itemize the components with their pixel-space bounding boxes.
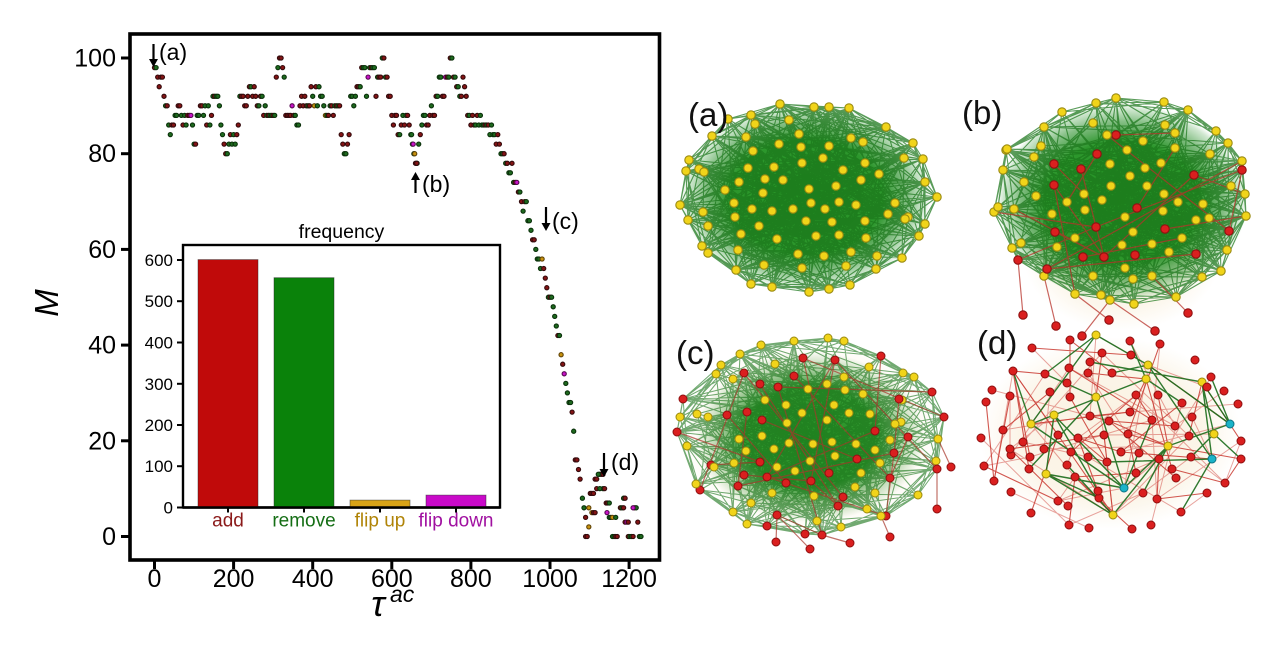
svg-text:(a): (a) — [688, 96, 728, 133]
svg-text:600: 600 — [145, 251, 173, 270]
svg-text:0: 0 — [102, 523, 116, 551]
svg-text:80: 80 — [88, 140, 116, 168]
svg-text:(d): (d) — [611, 449, 639, 475]
svg-text:500: 500 — [145, 292, 173, 311]
svg-text:remove: remove — [272, 511, 335, 532]
svg-text:600: 600 — [371, 565, 413, 593]
svg-text:100: 100 — [74, 45, 116, 73]
svg-text:frequency: frequency — [299, 221, 385, 243]
svg-text:(c): (c) — [552, 208, 579, 234]
svg-text:add: add — [212, 511, 244, 532]
svg-text:200: 200 — [145, 416, 173, 435]
svg-text:400: 400 — [292, 565, 334, 593]
svg-text:40: 40 — [88, 332, 116, 360]
svg-text:τ: τ — [371, 583, 387, 624]
svg-text:800: 800 — [450, 565, 492, 593]
svg-text:(c): (c) — [676, 334, 714, 371]
svg-text:flip up: flip up — [355, 511, 406, 532]
svg-text:300: 300 — [145, 375, 173, 394]
svg-text:60: 60 — [88, 236, 116, 264]
svg-text:(b): (b) — [962, 94, 1002, 131]
svg-text:20: 20 — [88, 427, 116, 455]
svg-text:flip down: flip down — [419, 511, 494, 532]
svg-text:(a): (a) — [159, 39, 187, 65]
svg-text:200: 200 — [213, 565, 255, 593]
svg-text:0: 0 — [148, 565, 162, 593]
svg-text:100: 100 — [145, 457, 173, 476]
svg-text:1200: 1200 — [601, 565, 657, 593]
svg-text:0: 0 — [164, 499, 173, 518]
svg-text:(d): (d) — [977, 324, 1017, 361]
svg-text:1000: 1000 — [522, 565, 578, 593]
svg-text:ac: ac — [390, 581, 415, 607]
svg-text:(b): (b) — [422, 171, 450, 197]
svg-text:M: M — [28, 289, 65, 317]
svg-text:400: 400 — [145, 334, 173, 353]
